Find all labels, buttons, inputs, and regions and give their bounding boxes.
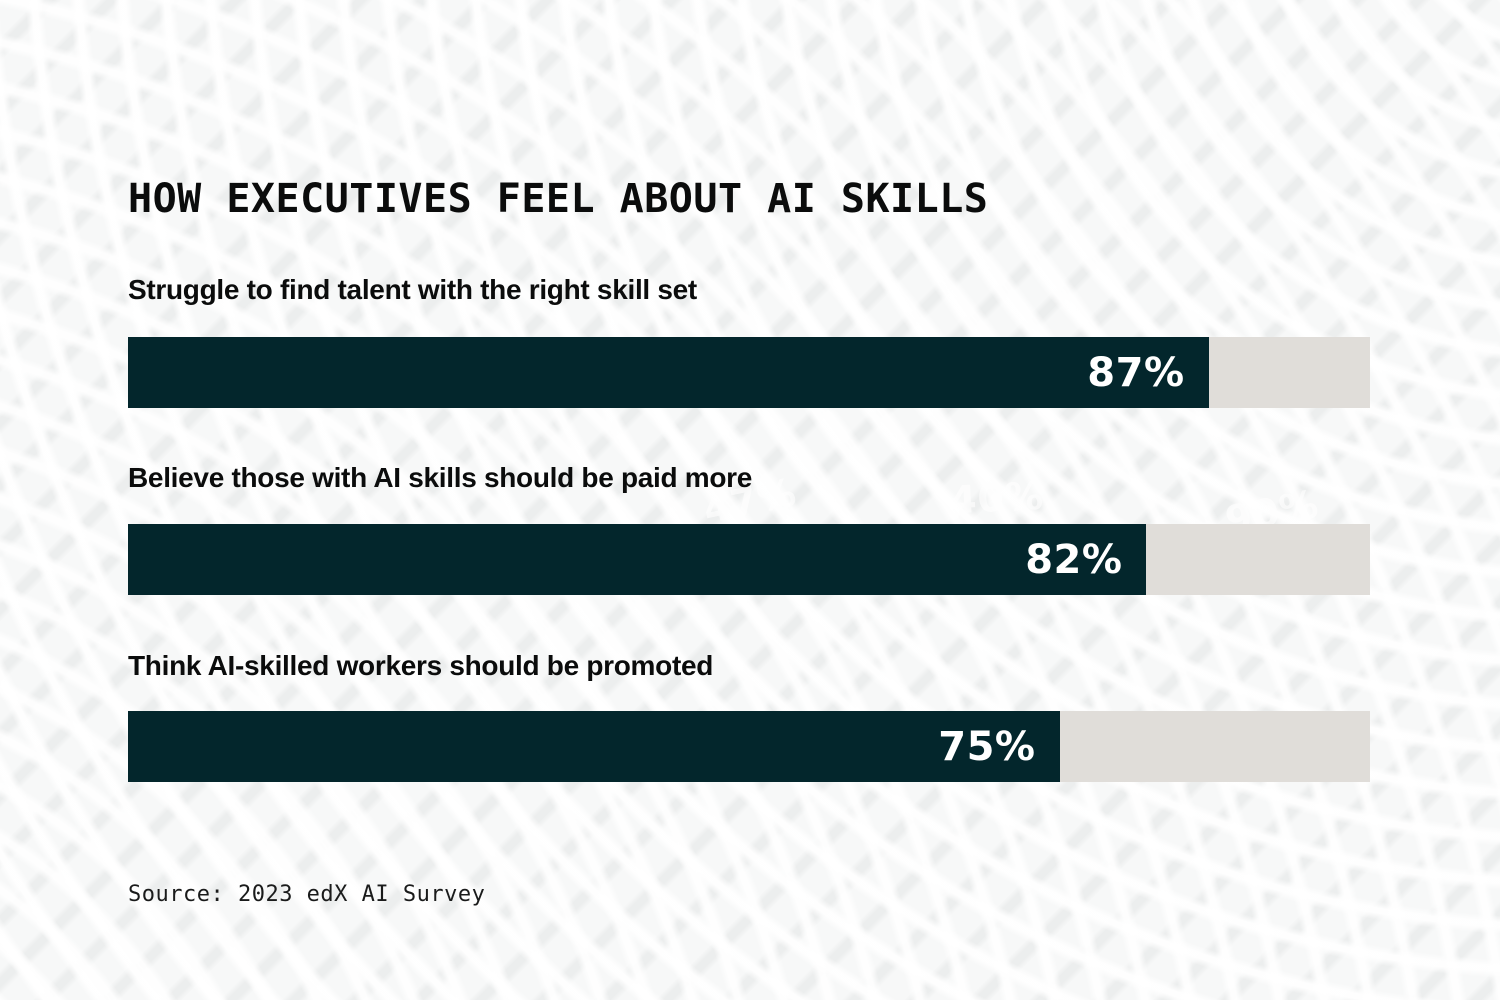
bar-label-promoted: Think AI-skilled workers should be promo… (128, 650, 714, 681)
bar-fill: 75% (128, 711, 1060, 782)
chart-title: HOW EXECUTIVES FEEL ABOUT AI SKILLS (128, 176, 989, 222)
bar-track: 82% (128, 524, 1370, 595)
source-caption: Source: 2023 edX AI Survey (128, 882, 486, 907)
bar-value-label: 82% (1025, 536, 1123, 583)
bar-track: 87% (128, 337, 1370, 408)
bar-value-label: 87% (1087, 349, 1185, 396)
bar-fill: 87% (128, 337, 1209, 408)
bar-fill: 82% (128, 524, 1147, 595)
bar-label-talent: Struggle to find talent with the right s… (128, 274, 697, 305)
bar-label-paid-more: Believe those with AI skills should be p… (128, 462, 753, 493)
bar-track: 75% (128, 711, 1370, 782)
background-ghost-percent: 40% (948, 473, 1046, 523)
bar-value-label: 75% (938, 723, 1036, 770)
